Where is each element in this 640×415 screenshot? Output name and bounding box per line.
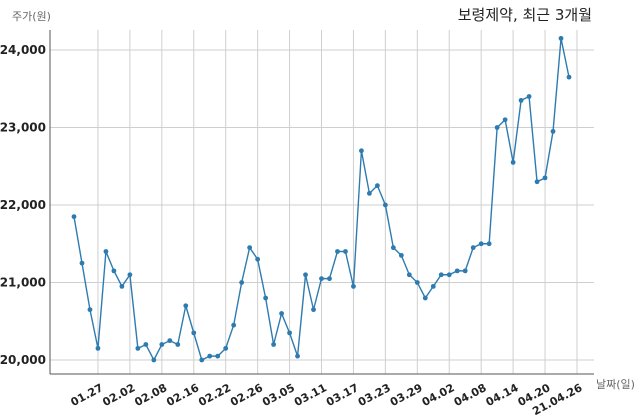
- data-point: [255, 256, 261, 262]
- grid: [50, 30, 594, 374]
- data-point: [119, 283, 125, 289]
- x-tick-labels: 01.2702.0202.0802.1602.2202.2603.0503.11…: [69, 381, 585, 415]
- data-point: [223, 345, 229, 351]
- data-point: [398, 252, 404, 258]
- y-tick-label: 22,000: [0, 198, 46, 212]
- data-point: [311, 307, 316, 313]
- data-point: [263, 295, 269, 301]
- data-point: [550, 128, 556, 134]
- data-point: [79, 260, 85, 266]
- data-point: [295, 353, 300, 359]
- data-point: [526, 94, 532, 99]
- data-points: [71, 35, 572, 363]
- x-tick-label: 03.05: [260, 381, 297, 409]
- data-point: [319, 276, 324, 282]
- chart-title: 보령제약, 최근 3개월: [458, 6, 592, 24]
- data-point: [518, 97, 524, 103]
- data-point: [231, 322, 237, 328]
- axes: [49, 30, 594, 375]
- data-point: [502, 117, 508, 123]
- x-tick-label: 04.14: [484, 381, 521, 409]
- data-point: [367, 190, 372, 196]
- data-point: [406, 272, 412, 278]
- data-point: [438, 272, 444, 278]
- data-point: [486, 241, 492, 247]
- data-point: [327, 276, 332, 282]
- data-point: [143, 342, 149, 347]
- data-point: [159, 342, 165, 347]
- data-point: [382, 202, 388, 208]
- data-point: [470, 245, 476, 251]
- data-point: [239, 280, 245, 285]
- data-point: [271, 342, 276, 347]
- data-point: [359, 148, 364, 154]
- data-point: [191, 330, 197, 336]
- data-point: [87, 307, 93, 313]
- x-tick-label: 04.08: [452, 381, 489, 409]
- data-point: [111, 268, 117, 274]
- y-tick-label: 24,000: [0, 43, 46, 57]
- data-point: [534, 179, 540, 185]
- data-point: [510, 159, 516, 165]
- y-tick-label: 20,000: [0, 353, 46, 367]
- data-point: [374, 183, 380, 189]
- data-point: [95, 345, 101, 351]
- data-point: [199, 357, 205, 363]
- x-tick-label: 03.11: [292, 381, 329, 409]
- data-point: [303, 272, 308, 278]
- data-point: [351, 283, 356, 289]
- data-point: [542, 175, 548, 181]
- x-tick-label: 03.17: [324, 381, 361, 409]
- data-point: [127, 272, 133, 278]
- y-tick-labels: 20,000 21,000 22,000 23,000 24,000: [0, 43, 46, 367]
- data-point: [414, 280, 420, 285]
- data-point: [167, 338, 173, 344]
- data-point: [279, 311, 284, 316]
- data-point: [462, 268, 468, 274]
- data-point: [494, 125, 500, 130]
- data-point: [566, 74, 572, 80]
- data-point: [135, 345, 141, 351]
- y-tick-label: 21,000: [0, 276, 46, 290]
- data-point: [183, 303, 189, 309]
- data-point: [446, 272, 452, 278]
- x-tick-label: 03.23: [356, 381, 393, 409]
- data-point: [207, 353, 213, 359]
- data-point: [151, 357, 157, 363]
- x-tick-label: 03.29: [388, 381, 425, 409]
- y-tick-label: 23,000: [0, 121, 46, 135]
- data-point: [430, 283, 436, 289]
- data-point: [71, 214, 77, 220]
- data-point: [558, 35, 564, 41]
- x-tick-label: 02.22: [196, 381, 233, 409]
- x-tick-label: 02.08: [132, 381, 169, 409]
- x-tick-label: 01.27: [69, 381, 106, 409]
- data-point: [422, 295, 428, 301]
- data-point: [390, 245, 396, 251]
- data-point: [247, 245, 253, 251]
- data-point: [175, 342, 181, 347]
- x-tick-label: 02.26: [228, 381, 265, 409]
- data-point: [478, 241, 484, 247]
- data-point: [215, 353, 221, 359]
- x-tick-label: 02.02: [100, 381, 137, 409]
- x-tick-label: 04.02: [420, 381, 457, 409]
- data-point: [335, 249, 340, 254]
- data-point: [454, 268, 460, 274]
- data-point: [103, 249, 109, 254]
- data-point: [287, 330, 292, 336]
- x-axis-label: 날짜(일): [596, 377, 635, 391]
- data-point: [343, 249, 348, 254]
- x-tick-label: 02.16: [164, 381, 201, 409]
- y-axis-label: 주가(원): [12, 10, 51, 23]
